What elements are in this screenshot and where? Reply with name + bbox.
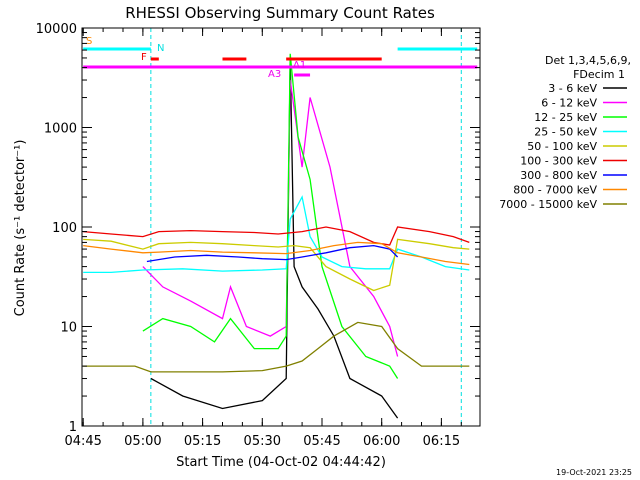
legend-header-line1: Det 1,3,4,5,6,9, <box>545 54 631 67</box>
legend-label-0: 3 - 6 keV <box>548 82 597 95</box>
x-tick-label-6: 06:15 <box>423 434 460 449</box>
legend-label-7: 800 - 7000 keV <box>513 184 597 197</box>
x-tick-label-1: 05:00 <box>124 434 161 449</box>
series-line-0 <box>150 57 399 419</box>
render-timestamp: 19-Oct-2021 23:25 <box>556 468 632 477</box>
y-axis-ticks: 1 10 100 1000 10000 <box>36 22 480 435</box>
legend-label-4: 50 - 100 keV <box>527 140 597 153</box>
series-line-8 <box>83 321 470 373</box>
chart-title: RHESSI Observing Summary Count Rates <box>125 4 435 22</box>
plot-area: S NF A1 A3 <box>83 28 478 426</box>
flag-label-2: F <box>141 52 147 63</box>
x-tick-label-5: 06:00 <box>363 434 400 449</box>
series-line-3 <box>83 195 470 274</box>
legend-label-6: 300 - 800 keV <box>520 169 597 182</box>
x-axis-ticks: 04:45 05:00 05:15 05:30 05:45 06:00 06:15 <box>64 28 462 449</box>
y-tick-label-2: 100 <box>52 221 77 236</box>
series-line-6 <box>146 244 399 263</box>
series-line-4 <box>83 238 470 292</box>
y-axis-label: Count Rate (s⁻¹ detector⁻¹) <box>13 140 28 317</box>
flag-label-3: A1 <box>293 60 306 71</box>
x-axis-label: Start Time (04-Oct-02 04:44:42) <box>176 455 386 470</box>
series-line-2 <box>142 53 399 379</box>
legend-label-5: 100 - 300 keV <box>520 155 597 168</box>
flag-label-0: S <box>86 36 92 47</box>
legend-label-8: 7000 - 15000 keV <box>499 198 597 211</box>
x-tick-label-4: 05:45 <box>303 434 340 449</box>
legend-label-1: 6 - 12 keV <box>541 97 597 110</box>
legend-label-2: 12 - 25 keV <box>534 111 597 124</box>
flag-label-4: A3 <box>268 69 281 80</box>
y-tick-label-0: 1 <box>69 420 77 435</box>
flag-label-1: N <box>157 43 164 54</box>
x-tick-label-2: 05:15 <box>184 434 221 449</box>
series-line-5 <box>83 226 470 246</box>
y-tick-label-4: 10000 <box>36 22 77 37</box>
legend: Det 1,3,4,5,6,9, FDecim 1 3 - 6 keV 6 - 1… <box>499 54 631 211</box>
legend-label-3: 25 - 50 keV <box>534 126 597 139</box>
legend-header-line2: FDecim 1 <box>573 68 625 81</box>
x-tick-label-3: 05:30 <box>244 434 281 449</box>
y-tick-label-1: 10 <box>60 321 77 336</box>
y-tick-label-3: 1000 <box>44 122 77 137</box>
series-line-7 <box>83 241 470 266</box>
x-tick-label-0: 04:45 <box>64 434 101 449</box>
